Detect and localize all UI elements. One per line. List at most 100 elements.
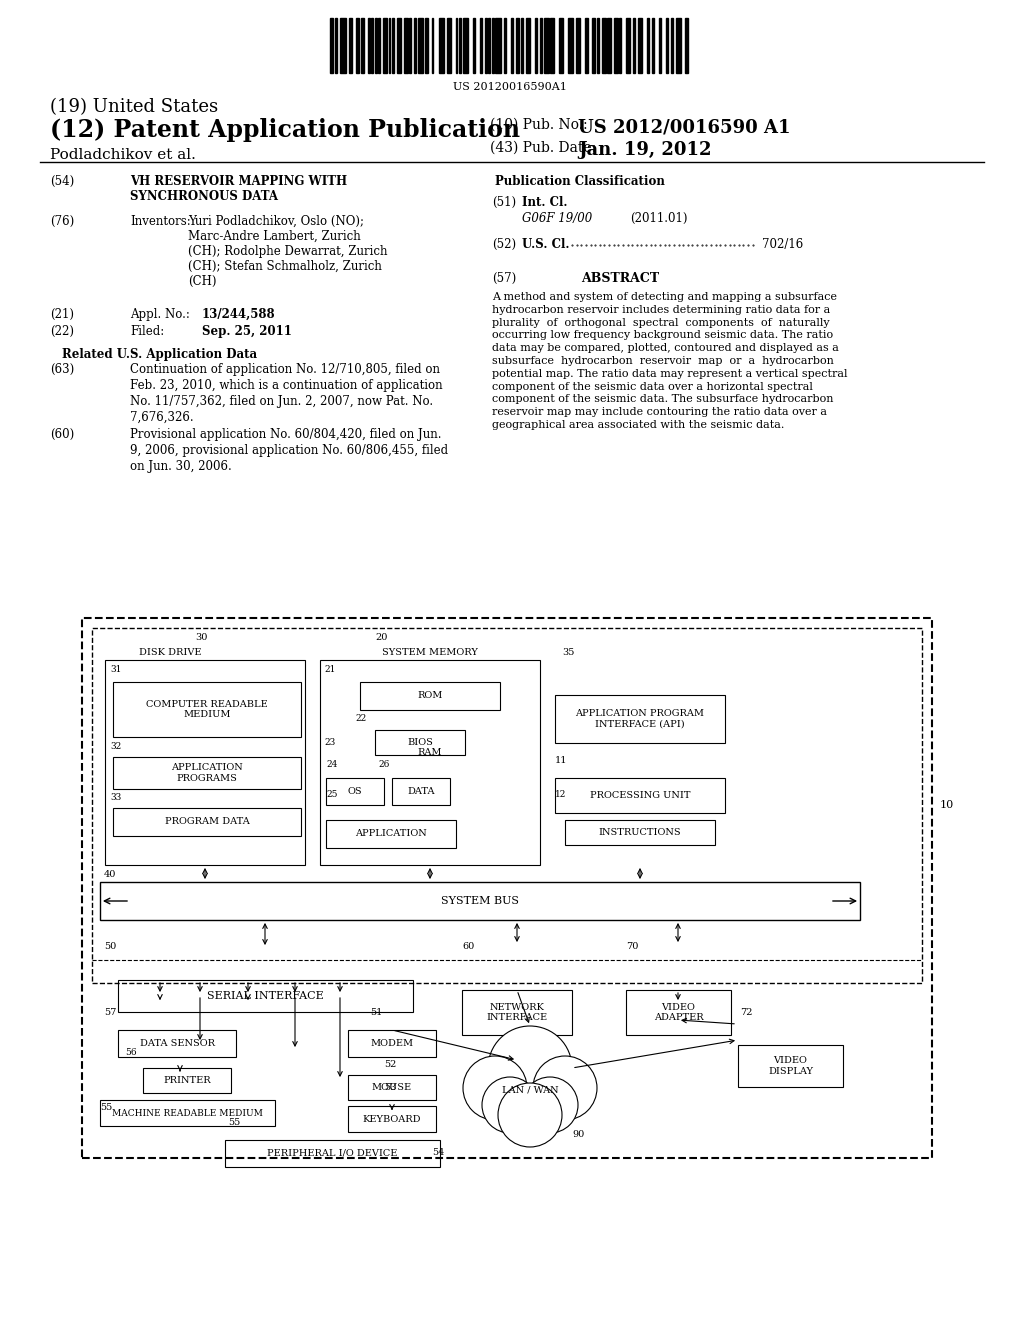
Bar xyxy=(463,18,468,73)
Text: MACHINE READABLE MEDIUM: MACHINE READABLE MEDIUM xyxy=(112,1109,263,1118)
Bar xyxy=(647,18,648,73)
Bar xyxy=(671,18,673,73)
Bar xyxy=(526,18,529,73)
Bar xyxy=(521,18,523,73)
Bar xyxy=(638,18,642,73)
Text: 60: 60 xyxy=(462,942,474,950)
Text: 21: 21 xyxy=(324,665,336,675)
Text: 26: 26 xyxy=(378,760,389,770)
Text: VIDEO
DISPLAY: VIDEO DISPLAY xyxy=(768,1056,813,1076)
Bar xyxy=(361,18,365,73)
Text: 31: 31 xyxy=(110,665,122,675)
Bar xyxy=(652,18,654,73)
Bar xyxy=(447,18,451,73)
Text: 70: 70 xyxy=(626,942,638,950)
Bar xyxy=(559,18,562,73)
Text: (22): (22) xyxy=(50,325,74,338)
Text: MODEM: MODEM xyxy=(371,1039,414,1048)
Text: 51: 51 xyxy=(370,1008,382,1016)
Circle shape xyxy=(534,1056,597,1119)
Text: 53: 53 xyxy=(384,1082,396,1092)
Text: (12) Patent Application Publication: (12) Patent Application Publication xyxy=(50,117,520,143)
Text: 90: 90 xyxy=(572,1130,585,1139)
Bar xyxy=(516,18,519,73)
Bar xyxy=(627,18,630,73)
Text: Yuri Podladchikov, Oslo (NO);
Marc-Andre Lambert, Zurich
(CH); Rodolphe Dewarrat: Yuri Podladchikov, Oslo (NO); Marc-Andre… xyxy=(188,215,387,288)
Bar xyxy=(585,18,589,73)
Bar xyxy=(540,18,542,73)
Bar xyxy=(415,18,416,73)
Text: Podladchikov et al.: Podladchikov et al. xyxy=(50,148,196,162)
Text: DATA SENSOR: DATA SENSOR xyxy=(139,1039,214,1048)
Bar xyxy=(397,18,400,73)
Text: SYSTEM MEMORY: SYSTEM MEMORY xyxy=(382,648,478,657)
Bar xyxy=(504,18,506,73)
Text: OS: OS xyxy=(348,787,362,796)
Text: LAN / WAN: LAN / WAN xyxy=(502,1085,558,1094)
Text: (51): (51) xyxy=(492,195,516,209)
Bar xyxy=(335,18,337,73)
Text: MOUSE: MOUSE xyxy=(372,1082,412,1092)
Bar xyxy=(355,18,359,73)
Bar xyxy=(375,18,377,73)
Bar xyxy=(659,18,660,73)
Text: DISK DRIVE: DISK DRIVE xyxy=(138,648,202,657)
Bar xyxy=(602,18,605,73)
Text: SERIAL INTERFACE: SERIAL INTERFACE xyxy=(207,991,324,1001)
Text: NETWORK
INTERFACE: NETWORK INTERFACE xyxy=(486,1003,548,1022)
Text: US 20120016590A1: US 20120016590A1 xyxy=(453,82,567,92)
Bar xyxy=(432,18,433,73)
Text: (57): (57) xyxy=(492,272,516,285)
Text: Provisional application No. 60/804,420, filed on Jun.
9, 2006, provisional appli: Provisional application No. 60/804,420, … xyxy=(130,428,449,473)
Text: SYSTEM BUS: SYSTEM BUS xyxy=(441,896,519,906)
Bar xyxy=(410,18,411,73)
Text: (76): (76) xyxy=(50,215,75,228)
Text: (10) Pub. No.:: (10) Pub. No.: xyxy=(490,117,588,132)
Bar xyxy=(666,18,668,73)
Text: A method and system of detecting and mapping a subsurface
hydrocarbon reservoir : A method and system of detecting and map… xyxy=(492,292,848,430)
Text: 55: 55 xyxy=(228,1118,241,1127)
Text: 23: 23 xyxy=(324,738,335,747)
Text: 52: 52 xyxy=(384,1060,396,1069)
Text: ROM: ROM xyxy=(418,692,442,701)
Text: BIOS: BIOS xyxy=(408,738,433,747)
Circle shape xyxy=(522,1077,578,1133)
Text: PERIPHERAL I/O DEVICE: PERIPHERAL I/O DEVICE xyxy=(267,1148,397,1158)
Bar xyxy=(592,18,595,73)
Text: PROCESSING UNIT: PROCESSING UNIT xyxy=(590,791,690,800)
Bar xyxy=(567,18,572,73)
Bar xyxy=(597,18,599,73)
Circle shape xyxy=(498,1082,562,1147)
Text: 56: 56 xyxy=(125,1048,136,1057)
Text: Appl. No.:: Appl. No.: xyxy=(130,308,189,321)
Bar xyxy=(633,18,635,73)
Bar xyxy=(488,18,490,73)
Bar xyxy=(388,18,390,73)
Text: Publication Classification: Publication Classification xyxy=(495,176,665,187)
Text: 33: 33 xyxy=(110,793,121,803)
Text: 10: 10 xyxy=(940,800,954,810)
Circle shape xyxy=(488,1026,572,1110)
Bar xyxy=(349,18,352,73)
Bar xyxy=(614,18,617,73)
Text: COMPUTER READABLE
MEDIUM: COMPUTER READABLE MEDIUM xyxy=(146,700,268,719)
Bar xyxy=(459,18,461,73)
Circle shape xyxy=(463,1056,527,1119)
Bar xyxy=(392,18,394,73)
Bar xyxy=(378,18,380,73)
Text: 57: 57 xyxy=(104,1008,117,1016)
Bar xyxy=(438,18,443,73)
Bar xyxy=(511,18,513,73)
Text: RAM: RAM xyxy=(418,748,442,756)
Text: 72: 72 xyxy=(740,1008,753,1016)
Bar xyxy=(480,18,481,73)
Bar xyxy=(607,18,610,73)
Text: G06F 19/00: G06F 19/00 xyxy=(522,213,592,224)
Text: 25: 25 xyxy=(326,789,338,799)
Text: 54: 54 xyxy=(432,1148,444,1158)
Bar xyxy=(456,18,458,73)
Circle shape xyxy=(482,1077,538,1133)
Bar xyxy=(368,18,370,73)
Bar xyxy=(620,18,622,73)
Text: 13/244,588: 13/244,588 xyxy=(202,308,275,321)
